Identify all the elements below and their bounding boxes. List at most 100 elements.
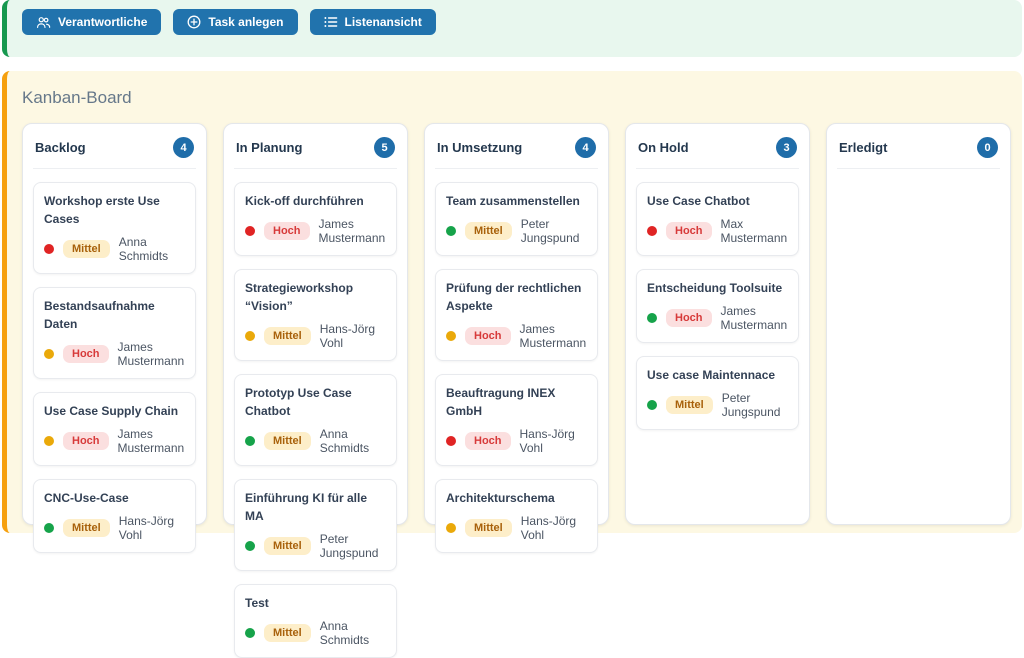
task-card[interactable]: Use Case Supply Chain Hoch James Musterman… [33, 392, 196, 466]
task-meta: Mittel Anna Schmidts [44, 235, 185, 263]
kanban-columns: Backlog 4 Workshop erste Use Cases Mittel An… [22, 123, 1011, 658]
button-label: Listenansicht [344, 15, 422, 29]
task-card[interactable]: Use case Maintennace Mittel Peter Jungspun… [636, 356, 799, 430]
task-title: Use case Maintennace [647, 368, 776, 382]
task-title: Entscheidung Toolsuite [647, 281, 783, 295]
column-count-badge: 4 [575, 137, 596, 158]
priority-badge: Mittel [63, 240, 110, 258]
assignee-name: Hans-Jörg Vohl [118, 514, 175, 542]
task-card[interactable]: Prototyp Use Case Chatbot Mittel Anna Schm… [234, 374, 397, 466]
board-title: Kanban-Board [22, 88, 132, 107]
kanban-column-backlog: Backlog 4 Workshop erste Use Cases Mittel An… [22, 123, 207, 553]
status-dot [446, 331, 456, 341]
task-card[interactable]: Strategieworkshop “Vision” Mittel Hans-Jör… [234, 269, 397, 361]
column-name: In Planung [236, 140, 303, 155]
listenansicht-button[interactable]: Listenansicht [309, 9, 436, 35]
toolbar: Verantwortliche Task anlegen Listenansic… [7, 0, 1022, 35]
task-card[interactable]: Bestandsaufnahme Daten Hoch James Musterma… [33, 287, 196, 379]
task-card[interactable]: Team zusammenstellen Mittel Peter Jungspun… [435, 182, 598, 256]
column-header: In Planung 5 [234, 136, 397, 169]
task-title: Einführung KI für alle MA [245, 491, 367, 523]
task-anlegen-button[interactable]: Task anlegen [173, 9, 298, 35]
task-title: Architekturschema [446, 491, 555, 505]
status-dot [647, 313, 657, 323]
status-dot [446, 436, 456, 446]
task-meta: Mittel Anna Schmidts [245, 619, 386, 647]
priority-badge: Mittel [63, 519, 110, 537]
column-count-badge: 3 [776, 137, 797, 158]
task-title: Kick-off durchführen [245, 194, 364, 208]
task-meta: Mittel Hans-Jörg Vohl [446, 514, 587, 542]
task-title: Test [245, 596, 269, 610]
task-title: CNC-Use-Case [44, 491, 129, 505]
assignee-name: Hans-Jörg Vohl [520, 514, 577, 542]
priority-badge: Hoch [264, 222, 310, 240]
assignee-name: Anna Schmidts [319, 619, 370, 647]
assignee-name: James Mustermann [519, 322, 587, 350]
button-label: Task anlegen [208, 15, 284, 29]
verantwortliche-button[interactable]: Verantwortliche [22, 9, 162, 35]
task-title: Use Case Supply Chain [44, 404, 179, 418]
status-dot [245, 331, 255, 341]
status-dot [647, 400, 657, 410]
priority-badge: Hoch [63, 432, 109, 450]
status-dot [44, 523, 54, 533]
status-dot [647, 226, 657, 236]
priority-badge: Mittel [264, 537, 311, 555]
assignee-name: James Mustermann [117, 427, 185, 455]
status-dot [44, 244, 54, 254]
task-meta: Mittel Peter Jungspund [245, 532, 386, 560]
kanban-board-section: Kanban-Board Backlog 4 Workshop erste Use … [2, 71, 1022, 658]
task-meta: Hoch Max Mustermann [647, 217, 788, 245]
status-dot [245, 541, 255, 551]
task-meta: Hoch James Mustermann [44, 340, 185, 368]
assignee-name: James Mustermann [117, 340, 185, 368]
assignee-name: James Mustermann [720, 304, 788, 332]
task-card[interactable]: Workshop erste Use Cases Mittel Anna Schmi… [33, 182, 196, 274]
task-card[interactable]: Einführung KI für alle MA Mittel Peter Jun… [234, 479, 397, 571]
task-meta: Hoch James Mustermann [446, 322, 587, 350]
column-header: On Hold 3 [636, 136, 799, 169]
list-icon [323, 16, 338, 28]
assignee-name: Peter Jungspund [721, 391, 781, 419]
task-title: Strategieworkshop “Vision” [245, 281, 354, 313]
status-dot [44, 349, 54, 359]
task-meta: Hoch James Mustermann [647, 304, 788, 332]
task-card[interactable]: Entscheidung Toolsuite Hoch James Musterma… [636, 269, 799, 343]
assignee-name: Hans-Jörg Vohl [519, 427, 575, 455]
column-header: Erledigt 0 [837, 136, 1000, 169]
task-title: Prototyp Use Case Chatbot [245, 386, 352, 418]
task-card[interactable]: Architekturschema Mittel Hans-Jörg Vohl [435, 479, 598, 553]
priority-badge: Hoch [666, 222, 712, 240]
assignee-name: Max Mustermann [720, 217, 788, 245]
task-card[interactable]: Use Case Chatbot Hoch Max Mustermann [636, 182, 799, 256]
column-count-badge: 5 [374, 137, 395, 158]
plus-circle-icon [187, 15, 201, 29]
task-card[interactable]: CNC-Use-Case Mittel Hans-Jörg Vohl [33, 479, 196, 553]
status-dot [446, 523, 456, 533]
task-meta: Mittel Anna Schmidts [245, 427, 386, 455]
column-name: Backlog [35, 140, 86, 155]
task-meta: Hoch James Mustermann [44, 427, 185, 455]
status-dot [446, 226, 456, 236]
kanban-column-erledigt: Erledigt 0 [826, 123, 1011, 525]
priority-badge: Hoch [465, 432, 511, 450]
priority-badge: Hoch [666, 309, 712, 327]
task-card[interactable]: Prüfung der rechtlichen Aspekte Hoch James… [435, 269, 598, 361]
assignee-name: Peter Jungspund [319, 532, 379, 560]
assignee-name: Hans-Jörg Vohl [319, 322, 376, 350]
toolbar-section: Verantwortliche Task anlegen Listenansic… [2, 0, 1022, 57]
task-card[interactable]: Beauftragung INEX GmbH Hoch Hans-Jörg Vohl [435, 374, 598, 466]
column-name: On Hold [638, 140, 689, 155]
task-title: Workshop erste Use Cases [44, 194, 160, 226]
status-dot [245, 436, 255, 446]
priority-badge: Mittel [264, 432, 311, 450]
button-label: Verantwortliche [58, 15, 148, 29]
priority-badge: Mittel [465, 519, 512, 537]
task-title: Use Case Chatbot [647, 194, 750, 208]
column-name: Erledigt [839, 140, 888, 155]
assignee-name: Peter Jungspund [520, 217, 580, 245]
task-card[interactable]: Test Mittel Anna Schmidts [234, 584, 397, 658]
task-card[interactable]: Kick-off durchführen Hoch James Mustermann [234, 182, 397, 256]
kanban-column-in-umsetzung: In Umsetzung 4 Team zusammenstellen Mittel P… [424, 123, 609, 553]
